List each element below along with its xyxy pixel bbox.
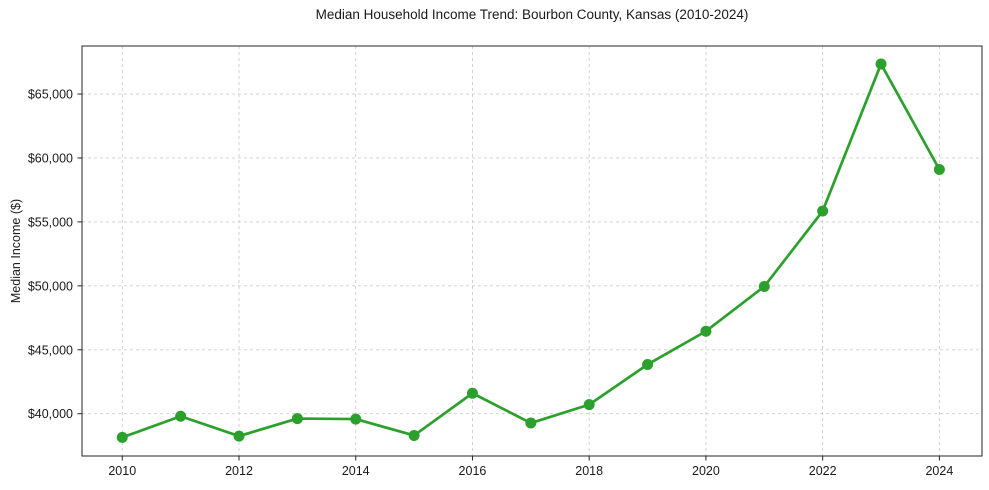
y-tick-label: $45,000	[28, 343, 73, 357]
data-point-2024	[933, 163, 945, 175]
data-point-2010	[116, 431, 128, 443]
data-point-2022	[817, 205, 829, 217]
x-tick-label: 2016	[459, 464, 487, 478]
x-tick-label: 2020	[692, 464, 720, 478]
data-point-2011	[175, 410, 187, 422]
plot-border	[81, 45, 983, 457]
y-tick-label: $65,000	[28, 88, 73, 102]
y-tick-label: $40,000	[28, 407, 73, 421]
y-tick-label: $60,000	[28, 151, 73, 165]
x-tick-label: 2022	[809, 464, 837, 478]
data-point-2019	[642, 358, 654, 370]
data-point-2020	[700, 325, 712, 337]
data-point-2021	[758, 280, 770, 292]
data-point-2023	[875, 58, 887, 70]
x-tick-label: 2010	[108, 464, 136, 478]
y-tick-label: $50,000	[28, 279, 73, 293]
data-point-2015	[408, 429, 420, 441]
data-point-2012	[233, 430, 245, 442]
data-point-2017	[525, 417, 537, 429]
x-tick-label: 2018	[575, 464, 603, 478]
x-tick-label: 2024	[925, 464, 953, 478]
y-tick-label: $55,000	[28, 215, 73, 229]
data-point-2016	[466, 387, 478, 399]
x-tick-label: 2014	[342, 464, 370, 478]
x-tick-label: 2012	[225, 464, 253, 478]
data-point-2014	[350, 413, 362, 425]
trend-line	[120, 62, 941, 439]
data-point-2013	[291, 413, 303, 425]
data-point-2018	[583, 399, 595, 411]
chart-title: Median Household Income Trend: Bourbon C…	[315, 7, 749, 22]
